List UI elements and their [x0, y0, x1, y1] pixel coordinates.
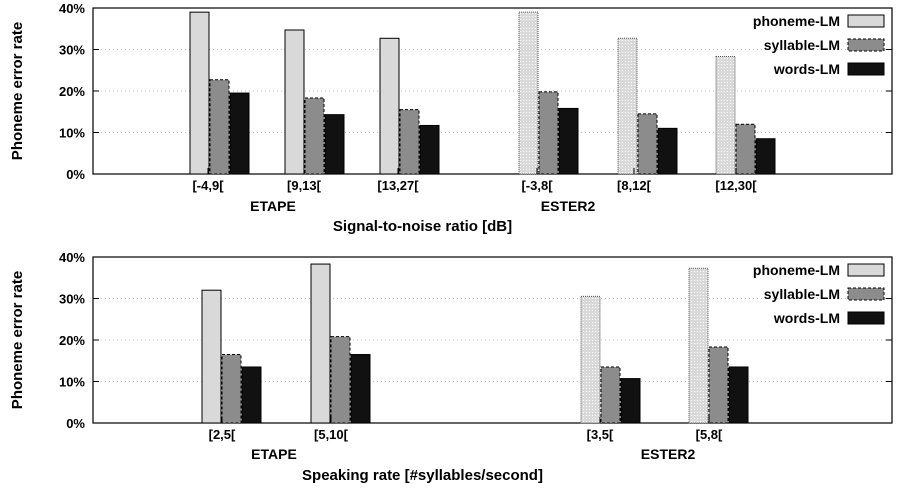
bar-syllable: [735, 123, 756, 175]
bar-words: [324, 114, 345, 175]
bar-syllable: [330, 336, 351, 424]
bar-syllable: [304, 97, 325, 175]
legend-swatch-phoneme: [847, 263, 885, 277]
bar-phoneme: [201, 289, 222, 424]
x-tick-label: [8,12[: [617, 178, 652, 193]
bar-phoneme: [518, 11, 539, 175]
bar-syllable: [637, 113, 658, 175]
legend-swatch-syllable: [847, 38, 885, 52]
bar-syllable: [600, 366, 621, 424]
y-tick-label: 10%: [59, 375, 85, 390]
bar-words: [755, 138, 776, 175]
bar-syllable: [399, 109, 420, 175]
legend-label-syllable: syllable-LM: [764, 286, 840, 302]
bar-syllable: [708, 346, 729, 424]
x-axis-label: Speaking rate [#syllables/second]: [302, 467, 543, 484]
bar-phoneme: [284, 29, 305, 175]
snr-chart: 0% 10% 20% 30% 40% [-4,9[ [9,13[ [13,27[ ETAPE [-…: [9, 1, 893, 235]
legend-label-words: words-LM: [773, 310, 840, 326]
x-tick-label: [2,5[: [209, 427, 236, 442]
bar-phoneme: [688, 267, 709, 424]
legend-swatch-phoneme: [847, 14, 885, 28]
x-tick-label: [3,5[: [587, 427, 614, 442]
bar-syllable: [538, 91, 559, 175]
bar-words: [419, 124, 440, 175]
bar-phoneme: [580, 295, 601, 424]
legend-swatch-words: [847, 62, 885, 76]
x-tick-label: [9,13[: [287, 178, 322, 193]
x-axis-label: Signal-to-noise ratio [dB]: [333, 218, 512, 235]
legend-swatch-syllable: [847, 287, 885, 301]
group-label: ETAPE: [251, 446, 297, 462]
plot-frame: [92, 256, 893, 424]
y-tick-label: 40%: [59, 250, 85, 265]
x-tick-label: [5,10[: [314, 427, 349, 442]
x-tick-label: [-4,9[: [192, 178, 224, 193]
speaking-rate-chart: 0% 10% 20% 30% 40% [2,5[ [5,10[ ETAPE [3,5[ [5,8[…: [9, 250, 893, 484]
y-tick-label: 20%: [59, 333, 85, 348]
y-tick-label: 30%: [59, 292, 85, 307]
y-tick-label: 10%: [59, 126, 85, 141]
bar-words: [229, 92, 250, 175]
plot-frame: [92, 7, 893, 175]
legend-swatch-words: [847, 311, 885, 325]
bar-words: [350, 354, 371, 424]
bar-words: [620, 378, 641, 424]
bar-words: [657, 127, 678, 175]
x-tick-label: [12,30[: [715, 178, 757, 193]
x-tick-label: [-3,8[: [521, 178, 553, 193]
legend-label-syllable: syllable-LM: [764, 37, 840, 53]
bar-phoneme: [310, 263, 331, 424]
y-axis-label: Phoneme error rate: [9, 271, 26, 409]
y-axis-label: Phoneme error rate: [9, 22, 26, 160]
bar-syllable: [209, 79, 230, 175]
x-tick-label: [5,8[: [696, 427, 723, 442]
x-tick-label: [13,27[: [377, 178, 419, 193]
bar-phoneme: [379, 37, 400, 175]
y-tick-label: 0%: [66, 416, 85, 431]
y-tick-label: 20%: [59, 84, 85, 99]
legend-label-phoneme: phoneme-LM: [753, 13, 840, 29]
bar-phoneme: [715, 56, 736, 175]
group-label: ESTER2: [541, 198, 596, 214]
y-tick-label: 0%: [66, 167, 85, 182]
bar-words: [558, 107, 579, 175]
group-label: ESTER2: [641, 446, 696, 462]
group-label: ETAPE: [250, 198, 296, 214]
bar-words: [241, 366, 262, 424]
bar-words: [728, 366, 749, 424]
bar-syllable: [221, 354, 242, 424]
y-tick-label: 30%: [59, 43, 85, 58]
bar-phoneme: [617, 37, 638, 175]
legend-label-words: words-LM: [773, 61, 840, 77]
bar-phoneme: [189, 11, 210, 175]
legend-label-phoneme: phoneme-LM: [753, 262, 840, 278]
y-tick-label: 40%: [59, 1, 85, 16]
